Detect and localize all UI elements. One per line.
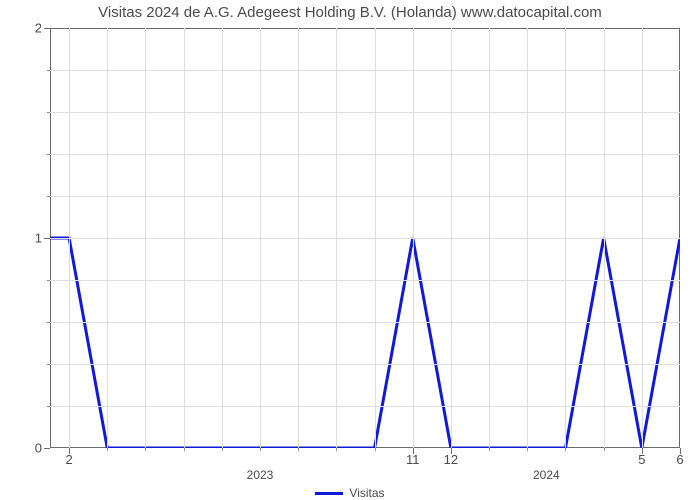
v-gridline [336, 28, 337, 448]
v-gridline [184, 28, 185, 448]
v-gridline [375, 28, 376, 448]
x-minor-tick [107, 448, 108, 451]
x-secondary-label: 2024 [533, 468, 560, 482]
x-minor-tick [222, 448, 223, 451]
v-gridline [527, 28, 528, 448]
legend-label: Visitas [349, 486, 384, 500]
x-minor-tick [604, 448, 605, 451]
v-gridline [604, 28, 605, 448]
v-gridline [107, 28, 108, 448]
x-minor-tick [298, 448, 299, 451]
chart-title: Visitas 2024 de A.G. Adegeest Holding B.… [0, 4, 700, 21]
x-minor-tick [375, 448, 376, 451]
x-minor-tick [184, 448, 185, 451]
v-gridline [69, 28, 70, 448]
x-tick-label: 2 [65, 452, 72, 467]
x-minor-tick [565, 448, 566, 451]
x-minor-tick [527, 448, 528, 451]
v-gridline [489, 28, 490, 448]
y-tick-label: 2 [35, 21, 42, 36]
v-gridline [298, 28, 299, 448]
y-tick-label: 0 [35, 441, 42, 456]
x-tick-label: 6 [676, 452, 683, 467]
x-tick-label: 5 [638, 452, 645, 467]
chart-container: { "chart": { "type": "line", "title": "V… [0, 0, 700, 500]
v-gridline [451, 28, 452, 448]
x-minor-tick [336, 448, 337, 451]
v-gridline [565, 28, 566, 448]
v-gridline [260, 28, 261, 448]
x-minor-tick [489, 448, 490, 451]
legend: Visitas [0, 486, 700, 500]
v-gridline [145, 28, 146, 448]
x-secondary-label: 2023 [247, 468, 274, 482]
y-tick-mark [44, 28, 50, 29]
y-tick-label: 1 [35, 231, 42, 246]
y-tick-mark [44, 448, 50, 449]
legend-swatch [315, 492, 343, 495]
x-minor-tick [260, 448, 261, 451]
x-minor-tick [145, 448, 146, 451]
v-gridline [222, 28, 223, 448]
x-tick-label: 12 [444, 452, 458, 467]
v-gridline [642, 28, 643, 448]
x-tick-label: 11 [406, 452, 420, 467]
v-gridline [413, 28, 414, 448]
